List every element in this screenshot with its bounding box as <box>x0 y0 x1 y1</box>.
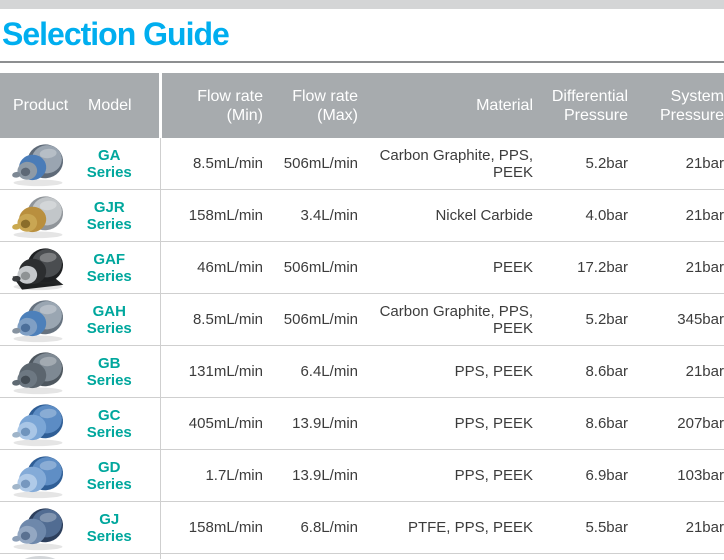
col-header-model: Model <box>75 73 160 138</box>
product-photo-cell <box>0 241 75 294</box>
differential-pressure-value: 5.2bar <box>533 138 628 190</box>
model-link[interactable]: GD Series <box>75 449 160 502</box>
differential-pressure-value: 8.6bar <box>533 397 628 450</box>
flow-rate-min-value: 158mL/min <box>159 501 263 554</box>
selection-guide-table: Product Model Flow rate (Min) Flow rate … <box>0 73 724 559</box>
product-photo-cell <box>0 345 75 398</box>
col-header-product: Product <box>0 73 75 138</box>
differential-pressure-value: 17.2bar <box>533 241 628 294</box>
gd-series-pump-photo <box>11 455 63 498</box>
material-value: PTFE, PPS, PEEK <box>358 501 533 554</box>
table-row: GA Series 8.5mL/min 506mL/min Carbon Gra… <box>0 138 724 190</box>
differential-pressure-value: 6.9bar <box>533 449 628 502</box>
page-title: Selection Guide <box>2 16 230 52</box>
table-row: GB Series 131mL/min 6.4L/min PPS, PEEK 8… <box>0 345 724 398</box>
flow-rate-min-value: 8.5mL/min <box>159 293 263 346</box>
partial-product-photo-cell <box>0 554 75 559</box>
system-pressure-value: 21bar <box>628 241 724 294</box>
model-link[interactable]: GJ Series <box>75 501 160 554</box>
partial-next-row <box>0 553 724 559</box>
table-row: GD Series 1.7L/min 13.9L/min PPS, PEEK 6… <box>0 449 724 502</box>
system-pressure-value: 103bar <box>628 449 724 502</box>
material-value: Nickel Carbide <box>358 189 533 242</box>
gjr-series-pump-photo <box>11 195 63 238</box>
flow-rate-min-value: 8.5mL/min <box>159 138 263 190</box>
top-accent-strip <box>0 0 724 9</box>
ga-series-pump-photo <box>11 143 63 186</box>
model-link[interactable]: GAH Series <box>75 293 160 346</box>
header-rule <box>0 61 724 63</box>
product-photo-cell <box>0 397 75 450</box>
flow-rate-max-value: 506mL/min <box>263 293 358 346</box>
col-header-flow-rate-max: Flow rate (Max) <box>263 73 358 138</box>
flow-rate-min-value: 158mL/min <box>159 189 263 242</box>
flow-rate-min-value: 131mL/min <box>159 345 263 398</box>
model-link[interactable]: GAF Series <box>75 241 160 294</box>
material-value: PPS, PEEK <box>358 449 533 502</box>
product-photo-cell <box>0 501 75 554</box>
system-pressure-value: 345bar <box>628 293 724 346</box>
table-row: GJR Series 158mL/min 3.4L/min Nickel Car… <box>0 189 724 242</box>
flow-rate-max-value: 6.8L/min <box>263 501 358 554</box>
partial-product-photo <box>24 556 55 559</box>
product-photo-cell <box>0 189 75 242</box>
flow-rate-max-value: 3.4L/min <box>263 189 358 242</box>
material-value: Carbon Graphite, PPS, PEEK <box>358 138 533 190</box>
flow-rate-max-value: 13.9L/min <box>263 397 358 450</box>
differential-pressure-value: 8.6bar <box>533 345 628 398</box>
model-link[interactable]: GA Series <box>75 138 160 190</box>
gah-series-pump-photo <box>11 299 63 342</box>
product-photo-cell <box>0 293 75 346</box>
flow-rate-min-value: 46mL/min <box>159 241 263 294</box>
model-link[interactable]: GC Series <box>75 397 160 450</box>
flow-rate-max-value: 13.9L/min <box>263 449 358 502</box>
system-pressure-value: 21bar <box>628 345 724 398</box>
table-header-row: Product Model Flow rate (Min) Flow rate … <box>0 73 724 138</box>
product-photo-cell <box>0 138 75 190</box>
product-photo-cell <box>0 449 75 502</box>
material-value: PPS, PEEK <box>358 397 533 450</box>
col-header-material: Material <box>358 73 533 138</box>
flow-rate-min-value: 1.7L/min <box>159 449 263 502</box>
table-row: GAH Series 8.5mL/min 506mL/min Carbon Gr… <box>0 293 724 346</box>
table-row: GJ Series 158mL/min 6.8L/min PTFE, PPS, … <box>0 501 724 554</box>
gaf-series-pump-photo <box>11 247 63 290</box>
table-body: GA Series 8.5mL/min 506mL/min Carbon Gra… <box>0 138 724 559</box>
flow-rate-max-value: 506mL/min <box>263 241 358 294</box>
flow-rate-max-value: 6.4L/min <box>263 345 358 398</box>
model-link[interactable]: GB Series <box>75 345 160 398</box>
table-row: GAF Series 46mL/min 506mL/min PEEK 17.2b… <box>0 241 724 294</box>
col-header-system-pressure: System Pressure <box>628 73 724 138</box>
system-pressure-value: 21bar <box>628 189 724 242</box>
system-pressure-value: 21bar <box>628 138 724 190</box>
material-value: PPS, PEEK <box>358 345 533 398</box>
model-link[interactable]: GJR Series <box>75 189 160 242</box>
material-value: PEEK <box>358 241 533 294</box>
system-pressure-value: 21bar <box>628 501 724 554</box>
gc-series-pump-photo <box>11 403 63 446</box>
flow-rate-min-value: 405mL/min <box>159 397 263 450</box>
differential-pressure-value: 5.5bar <box>533 501 628 554</box>
col-header-flow-rate-min: Flow rate (Min) <box>158 73 263 138</box>
flow-rate-max-value: 506mL/min <box>263 138 358 190</box>
gj-series-pump-photo <box>11 507 63 550</box>
material-value: Carbon Graphite, PPS, PEEK <box>358 293 533 346</box>
gb-series-pump-photo <box>11 351 63 394</box>
differential-pressure-value: 5.2bar <box>533 293 628 346</box>
system-pressure-value: 207bar <box>628 397 724 450</box>
table-row: GC Series 405mL/min 13.9L/min PPS, PEEK … <box>0 397 724 450</box>
differential-pressure-value: 4.0bar <box>533 189 628 242</box>
col-header-differential-pressure: Differential Pressure <box>533 73 628 138</box>
